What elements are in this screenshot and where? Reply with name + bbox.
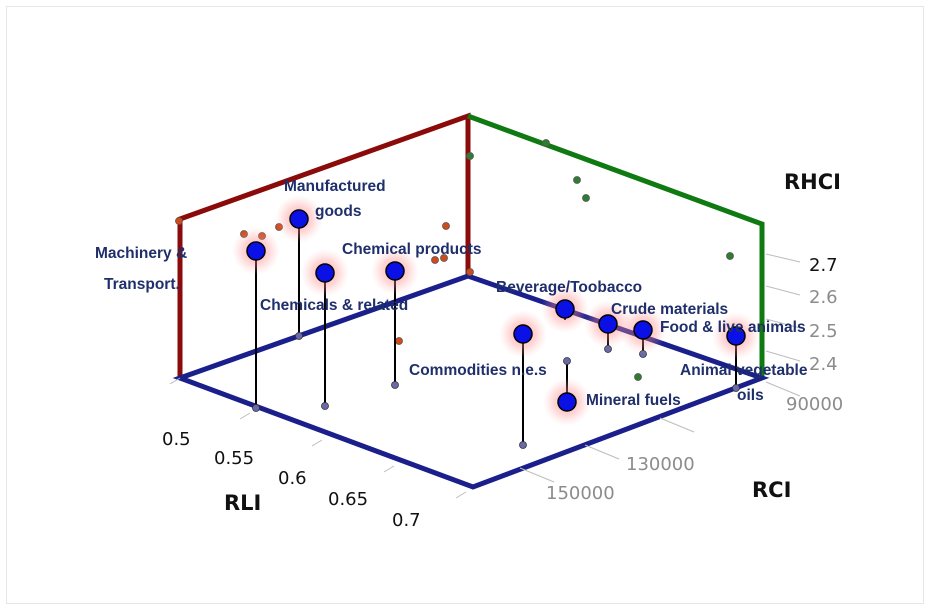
proj-floor (732, 384, 740, 392)
y-tick-labels: 90000 130000 150000 (546, 394, 843, 504)
x-tick-labels: 0.5 0.55 0.6 0.65 0.7 (162, 429, 421, 531)
proj-floor (252, 404, 260, 412)
point-machinery (246, 241, 266, 261)
proj-red (466, 152, 474, 160)
x-tick: 0.7 (392, 510, 421, 531)
point-beverage (555, 299, 575, 319)
label-food: Food & live animals (660, 319, 806, 336)
label-machinery-1: Machinery & (95, 245, 187, 262)
label-beverage: Beverage/Toobacco (496, 279, 642, 296)
point-commodities (513, 324, 533, 344)
proj-floor (391, 381, 399, 389)
label-chemical-products: Chemical products (342, 241, 482, 258)
proj-floor (321, 402, 329, 410)
label-crude: Crude materials (611, 301, 728, 318)
x-tick: 0.6 (278, 468, 307, 489)
floor-projections (252, 332, 740, 449)
label-animal-2: oils (737, 387, 764, 404)
y-tick: 90000 (786, 394, 843, 415)
label-manufactured-1: Manufactured (284, 178, 386, 195)
label-mineral: Mineral fuels (586, 392, 681, 409)
proj-green (542, 139, 550, 147)
point-chemical-products (385, 261, 405, 281)
z-tick: 2.7 (809, 255, 838, 276)
red-wall (177, 112, 471, 378)
x-tick: 0.65 (328, 489, 368, 510)
y-tick: 150000 (546, 483, 615, 504)
proj-floor (295, 332, 303, 340)
chart-frame (6, 6, 924, 604)
z-tick: 2.5 (809, 321, 838, 342)
point-labels: Machinery & Transport. Manufactured good… (95, 178, 808, 409)
proj-red (431, 256, 439, 264)
proj-red (440, 254, 448, 262)
label-manufactured-2: goods (315, 203, 362, 220)
x-axis-title: RLI (224, 491, 261, 515)
label-machinery-2: Transport. (104, 276, 180, 293)
proj-green (582, 194, 590, 202)
point-manufactured (289, 209, 309, 229)
proj-green (634, 373, 642, 381)
z-tick: 2.4 (809, 354, 838, 375)
point-mineral (557, 392, 577, 412)
data-points[interactable] (246, 209, 746, 412)
y-tick: 130000 (626, 454, 695, 475)
x-tick: 0.5 (162, 429, 191, 450)
proj-red (175, 217, 183, 225)
proj-floor (519, 441, 527, 449)
x-tick: 0.55 (214, 448, 254, 469)
proj-green (573, 176, 581, 184)
tick-marks (169, 253, 801, 499)
label-animal-1: Animal vegetable (680, 362, 808, 379)
floor-plane (172, 273, 770, 490)
proj-red (442, 222, 450, 230)
point-food (633, 320, 653, 340)
proj-floor (563, 357, 571, 365)
proj-red (466, 268, 474, 276)
label-chemicals-related: Chemicals & related (260, 297, 408, 314)
box-frame (172, 112, 770, 490)
proj-green (726, 252, 734, 260)
z-axis-title: RHCI (784, 170, 841, 194)
y-axis-title: RCI (752, 478, 791, 502)
z-tick-labels: 2.4 2.5 2.6 2.7 (809, 255, 838, 375)
point-chemicals-related (315, 263, 335, 283)
point-animal-oils (726, 326, 746, 346)
green-wall (467, 113, 765, 378)
z-tick: 2.6 (809, 287, 838, 308)
proj-red (395, 337, 403, 345)
label-commodities: Commodities n.e.s (409, 362, 547, 379)
point-crude (598, 314, 618, 334)
